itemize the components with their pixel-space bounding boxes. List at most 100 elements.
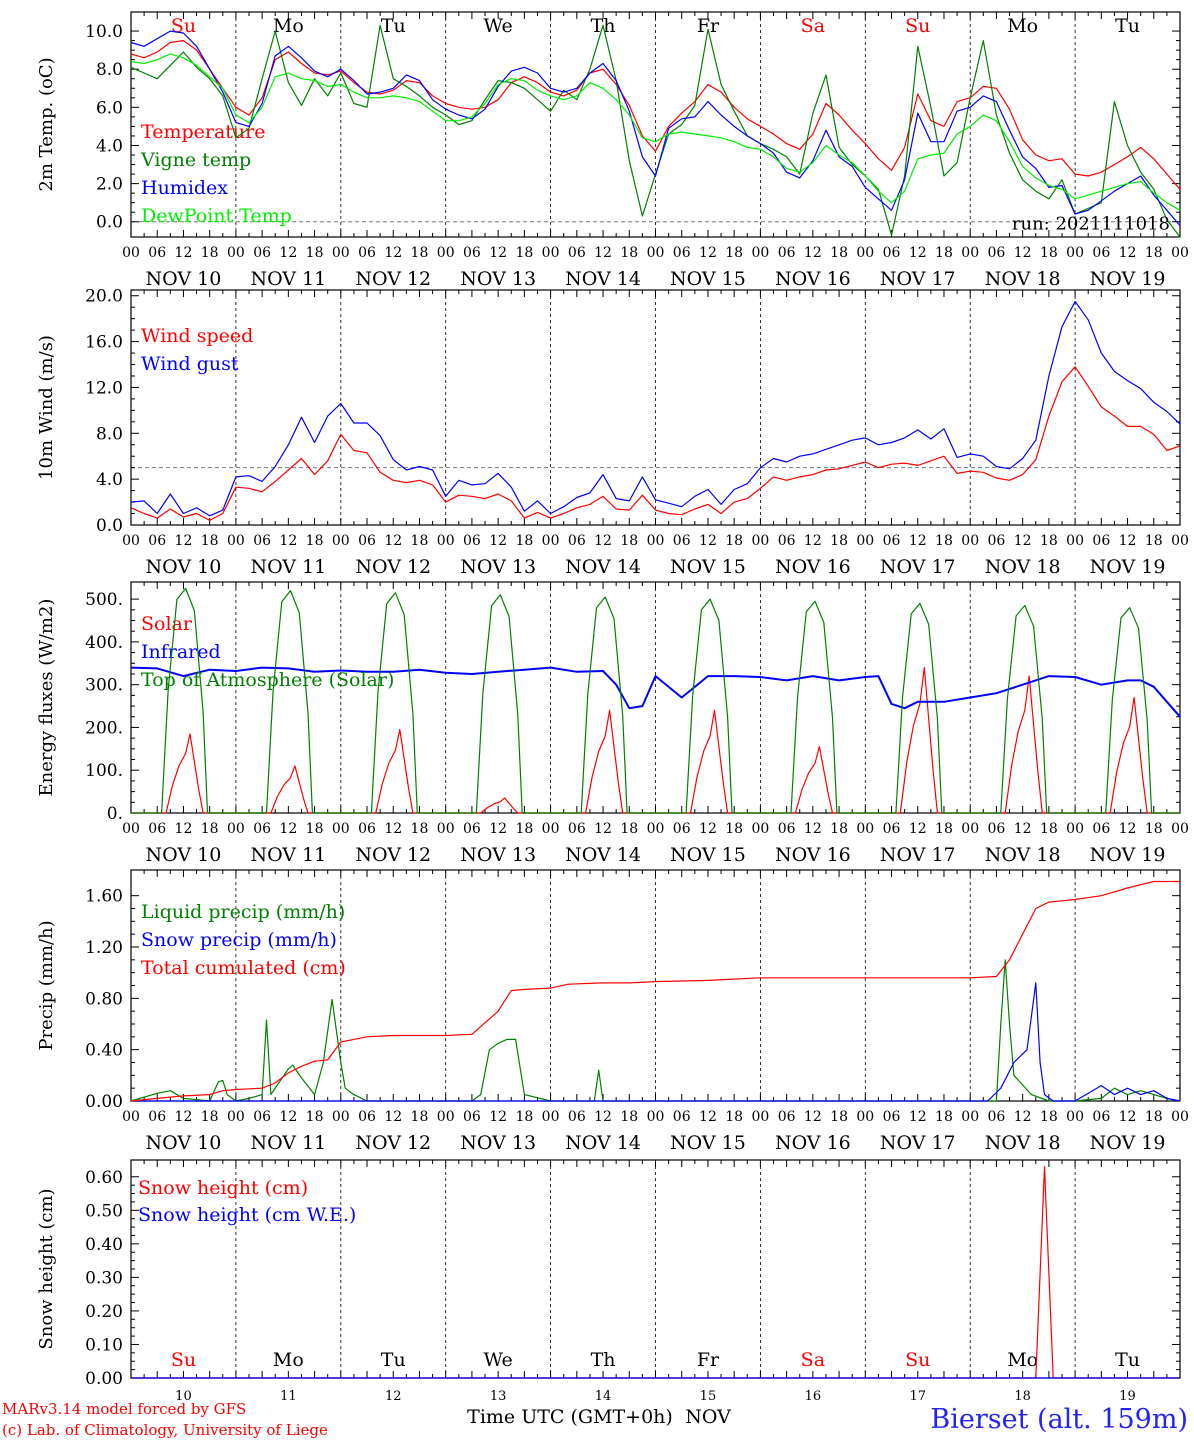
- x-date-label: NOV 18: [985, 556, 1061, 578]
- x-hour-label: 12: [909, 1109, 927, 1125]
- x-date-label: NOV 13: [460, 844, 536, 866]
- x-date-label: NOV 18: [985, 268, 1061, 290]
- legend-temperature: Temperature: [141, 121, 265, 143]
- x-hour-label: 06: [1092, 533, 1110, 549]
- x-date-label: NOV 19: [1090, 844, 1166, 866]
- x-date-label: NOV 17: [880, 844, 956, 866]
- y-tick-label: 400.: [85, 633, 123, 653]
- legend-wind-gust: Wind gust: [141, 353, 239, 375]
- x-hour-label: 18: [1040, 245, 1058, 261]
- x-date-label: NOV 11: [250, 844, 326, 866]
- x-hour-label: 12: [1119, 533, 1137, 549]
- x-hour-label: 00: [856, 1109, 874, 1125]
- x-hour-label: 12: [384, 1109, 402, 1125]
- legend-snow-height-cm: Snow height (cm): [138, 1177, 308, 1199]
- x-date-label: NOV 14: [565, 556, 641, 578]
- legend-top-of-atmosphere-solar: Top of Atmosphere (Solar): [141, 669, 394, 691]
- x-hour-label: 00: [227, 245, 245, 261]
- x-hour-label: 00: [542, 821, 560, 837]
- x-hour-label: 06: [358, 533, 376, 549]
- x-hour-label: 12: [279, 1109, 297, 1125]
- x-hour-label: 12: [804, 821, 822, 837]
- weekday-label: We: [484, 1349, 513, 1371]
- x-hour-label: 00: [961, 821, 979, 837]
- y-axis-label: 2m Temp. (oC): [36, 57, 57, 191]
- x-hour-label: 12: [804, 245, 822, 261]
- y-tick-label: 0.0: [96, 213, 123, 233]
- x-hour-label: 06: [988, 1109, 1006, 1125]
- x-hour-label: 00: [437, 1109, 455, 1125]
- x-date-label: NOV 19: [1090, 556, 1166, 578]
- x-hour-label: 06: [148, 245, 166, 261]
- y-tick-label: 8.0: [96, 424, 123, 444]
- x-hour-label: 06: [358, 1109, 376, 1125]
- x-hour-label: 12: [1014, 245, 1032, 261]
- x-hour-label: 00: [751, 245, 769, 261]
- y-tick-label: 1.60: [85, 887, 123, 907]
- x-hour-label: 06: [568, 1109, 586, 1125]
- series-line-wind-gust: [130, 300, 1181, 517]
- meteogram-panels: 0.0 2.0 4.0 6.0 8.0 10.0 2m Temp. (oC) 00 06 12 18…: [36, 11, 1189, 1404]
- x-hour-label: 00: [332, 533, 350, 549]
- x-day-number: 12: [385, 1389, 402, 1404]
- y-tick-label: 300.: [85, 676, 123, 696]
- x-hour-label: 00: [856, 533, 874, 549]
- y-tick-label: 0.80: [85, 989, 123, 1009]
- x-hour-label: 00: [1066, 245, 1084, 261]
- x-hour-label: 00: [647, 1109, 665, 1125]
- weekday-label: Su: [171, 1349, 196, 1371]
- x-day-number: 16: [805, 1389, 822, 1404]
- x-hour-label: 18: [935, 1109, 953, 1125]
- x-hour-label: 18: [1040, 1109, 1058, 1125]
- x-hour-label: 12: [699, 533, 717, 549]
- x-hour-label: 00: [437, 821, 455, 837]
- x-hour-label: 18: [411, 533, 429, 549]
- x-hour-label: 18: [620, 1109, 638, 1125]
- panel-2: 0.0 4.0 8.0 12.0 16.0 20.0 10m Wind (m/s) 00 06 1…: [36, 287, 1189, 578]
- x-hour-label: 12: [594, 533, 612, 549]
- x-hour-label: 00: [961, 533, 979, 549]
- x-hour-label: 18: [306, 821, 324, 837]
- y-tick-label: 4.0: [96, 470, 123, 490]
- x-hour-label: 12: [279, 821, 297, 837]
- x-hour-label: 18: [935, 821, 953, 837]
- x-hour-label: 00: [437, 533, 455, 549]
- x-hour-label: 18: [725, 1109, 743, 1125]
- x-hour-label: 00: [227, 821, 245, 837]
- x-hour-label: 12: [909, 821, 927, 837]
- x-hour-label: 00: [122, 1109, 140, 1125]
- legend-snow-height-cm-w-e: Snow height (cm W.E.): [138, 1204, 356, 1226]
- x-date-label: NOV 18: [985, 844, 1061, 866]
- legend-wind-speed: Wind speed: [141, 325, 253, 347]
- x-day-number: 11: [280, 1389, 297, 1404]
- x-date-label: NOV 12: [355, 556, 431, 578]
- x-hour-label: 06: [463, 1109, 481, 1125]
- x-hour-label: 00: [122, 533, 140, 549]
- x-hour-label: 18: [201, 821, 219, 837]
- x-date-label: NOV 16: [775, 1132, 851, 1154]
- weekday-label: Tu: [381, 1349, 406, 1371]
- x-hour-label: 18: [515, 821, 533, 837]
- x-hour-label: 06: [1092, 821, 1110, 837]
- x-date-label: NOV 11: [250, 268, 326, 290]
- x-hour-label: 06: [463, 245, 481, 261]
- x-date-label: NOV 14: [565, 844, 641, 866]
- y-axis-label: Energy fluxes (W/m2): [36, 599, 57, 797]
- x-date-label: NOV 11: [250, 556, 326, 578]
- y-tick-label: 12.0: [85, 378, 123, 398]
- x-hour-label: 18: [1145, 533, 1163, 549]
- x-hour-label: 06: [253, 245, 271, 261]
- x-hour-label: 18: [830, 245, 848, 261]
- x-hour-label: 00: [542, 533, 560, 549]
- y-tick-label: 0.60: [85, 1168, 123, 1188]
- x-hour-label: 00: [856, 821, 874, 837]
- x-hour-label: 18: [411, 245, 429, 261]
- y-axis-label: Precip (mm/h): [36, 920, 57, 1050]
- x-date-label: NOV 14: [565, 268, 641, 290]
- x-date-label: NOV 16: [775, 268, 851, 290]
- x-day-number: 15: [700, 1389, 717, 1404]
- x-hour-label: 06: [778, 245, 796, 261]
- x-hour-label: 06: [253, 821, 271, 837]
- x-hour-label: 00: [227, 1109, 245, 1125]
